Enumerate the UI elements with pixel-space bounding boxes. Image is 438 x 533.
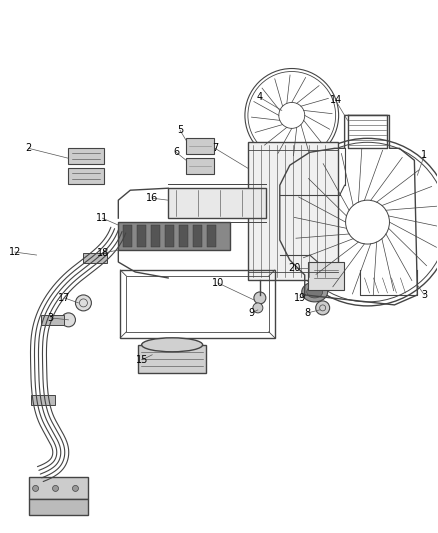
Bar — [124, 225, 132, 247]
Text: 6: 6 — [173, 147, 179, 157]
Text: 17: 17 — [58, 293, 71, 303]
Text: 19: 19 — [293, 293, 306, 303]
Bar — [68, 148, 104, 164]
Text: 8: 8 — [305, 308, 311, 318]
Circle shape — [53, 486, 59, 491]
Text: 1: 1 — [421, 150, 427, 160]
Text: 7: 7 — [212, 143, 218, 154]
Ellipse shape — [307, 286, 323, 298]
Text: 9: 9 — [249, 308, 255, 318]
Bar — [207, 225, 216, 247]
Text: 14: 14 — [329, 95, 342, 106]
Bar — [118, 222, 230, 250]
Text: 20: 20 — [289, 263, 301, 273]
Circle shape — [75, 295, 92, 311]
Bar — [179, 225, 188, 247]
Bar — [28, 478, 88, 499]
Bar — [168, 188, 266, 218]
Circle shape — [316, 301, 330, 315]
Bar — [165, 225, 174, 247]
Text: 2: 2 — [25, 143, 32, 154]
Bar — [186, 139, 214, 154]
Bar — [68, 168, 104, 184]
Bar — [138, 345, 206, 373]
Text: 5: 5 — [177, 125, 183, 135]
Text: 12: 12 — [8, 247, 21, 257]
Text: 15: 15 — [136, 355, 148, 365]
Circle shape — [254, 292, 266, 304]
Text: 3: 3 — [421, 290, 427, 300]
Bar — [120, 270, 275, 338]
Text: 4: 4 — [257, 92, 263, 102]
Bar — [248, 142, 338, 280]
Ellipse shape — [302, 282, 328, 302]
Bar — [83, 253, 107, 263]
Text: 11: 11 — [96, 213, 109, 223]
Bar — [193, 225, 202, 247]
Text: 10: 10 — [212, 278, 224, 288]
Text: 16: 16 — [146, 193, 159, 203]
Bar — [186, 158, 214, 174]
Circle shape — [72, 486, 78, 491]
Bar — [308, 262, 343, 290]
Bar — [151, 225, 160, 247]
Text: 3: 3 — [47, 313, 53, 323]
Ellipse shape — [141, 338, 203, 352]
Bar — [28, 499, 88, 515]
Bar — [41, 315, 64, 325]
Circle shape — [61, 313, 75, 327]
Circle shape — [32, 486, 39, 491]
Bar — [126, 276, 269, 332]
Text: 18: 18 — [97, 248, 110, 258]
Circle shape — [253, 303, 263, 313]
Bar — [137, 225, 146, 247]
Bar — [31, 394, 54, 405]
